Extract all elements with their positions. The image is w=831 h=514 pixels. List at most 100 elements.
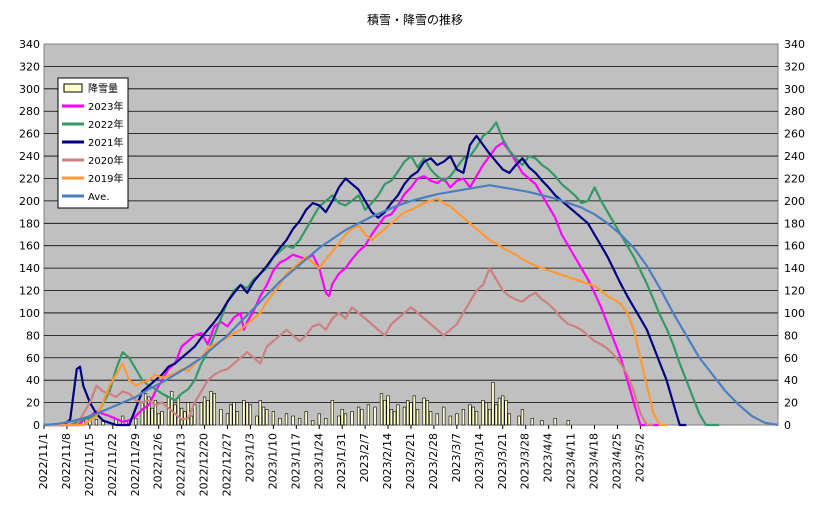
legend-label: 2022年 [88,118,123,131]
snowfall-bar [248,404,253,426]
snowfall-bar [488,409,492,426]
legend-swatch [63,83,83,93]
snowfall-bar [366,404,371,426]
snowfall-bar [271,411,275,426]
y-tick-label-right: 320 [784,60,805,73]
x-tick-label: 2022/12/20 [198,433,211,496]
x-tick-label: 2022/11/1 [37,433,50,489]
series-line [44,141,660,427]
snowfall-bar [340,409,344,426]
snowfall-bar [229,404,233,426]
x-axis: 2022/11/1 2022/11/8 2022/11/15 2022/11/22 20… [37,425,646,496]
x-tick-label: 2023/3/28 [519,433,532,489]
series-line [43,184,779,427]
snowfall-bar [409,402,413,426]
series-line [44,197,667,427]
snowfall-bar [517,415,521,426]
snowfall-bar [265,409,269,426]
snowfall-bar [232,402,236,426]
legend-label: 2021年 [88,136,123,149]
snowfall-bar [360,409,364,426]
y-tick-label-left: 140 [19,262,40,275]
y-tick-label-right: 280 [784,105,805,118]
y-tick-label-left: 180 [19,217,40,230]
snowfall-bar [170,391,174,426]
x-tick-label: 2023/1/24 [312,433,325,489]
y-tick-label-right: 100 [784,307,805,320]
y-tick-label-right: 0 [784,419,791,432]
legend: 降雪量 2023年 2022年 2021年 2020年 2019年 Ave. [57,77,129,209]
y-tick-label-right: 340 [784,38,805,51]
x-tick-label: 2022/12/13 [175,433,188,496]
x-tick-label: 2023/3/14 [473,433,486,489]
snowfall-bar [297,417,302,426]
y-tick-label-right: 20 [784,397,798,410]
series-line [44,134,687,427]
snowfall-bar [461,409,466,426]
grid-lines [44,66,778,403]
snowfall-bar [337,415,341,426]
snowfall-bar [189,415,194,426]
legend-label: 2020年 [88,154,123,167]
snowfall-bar [311,420,315,426]
snowfall-bar [150,407,154,426]
snowfall-bar [373,406,377,426]
y-tick-label-left: 240 [19,150,40,163]
y-tick-label-right: 300 [784,83,805,96]
y-tick-label-right: 160 [784,240,805,253]
x-tick-label: 2023/2/21 [404,433,417,489]
y-tick-label-left: 200 [19,195,40,208]
y-tick-label-left: 80 [26,329,40,342]
snowfall-bar [261,406,266,426]
x-tick-label: 2023/4/18 [588,433,601,489]
x-tick-label: 2023/1/10 [266,433,279,489]
snowfall-bar [343,413,348,426]
snowfall-bar [157,413,161,426]
y-axis-left: 0 20 40 60 80 100 120 140 160 180 200 220 240 260 280 3… [19,38,40,432]
snowfall-bar [134,417,138,426]
y-tick-label-right: 260 [784,128,805,141]
snowfall-bar [402,406,407,426]
snowfall-bar [406,400,410,426]
snowfall-bar [101,421,105,426]
snowfall-bar [147,396,151,426]
snowfall-bar [255,415,259,426]
x-tick-label: 2022/11/8 [60,433,73,489]
chart-title: 積雪・降雪の推移 [367,12,463,27]
x-tick-label: 2023/2/14 [381,433,394,489]
y-tick-label-right: 180 [784,217,805,230]
legend-label: 降雪量 [88,82,118,95]
snowfall-bar [209,391,213,426]
snowfall-bar [504,400,508,426]
snowfall-bar [166,396,171,426]
snowfall-bar [356,406,361,426]
y-tick-label-right: 80 [784,329,798,342]
snowfall-bar [435,413,439,426]
snowfall-bar [206,400,210,426]
y-tick-label-left: 0 [33,419,40,432]
snowfall-bar [491,382,495,426]
y-tick-label-left: 160 [19,240,40,253]
y-tick-label-left: 260 [19,128,40,141]
snowfall-bar [94,419,99,426]
y-tick-label-left: 220 [19,172,40,185]
y-tick-label-right: 200 [784,195,805,208]
y-tick-label-left: 40 [26,374,40,387]
legend-label: 2023年 [88,100,123,113]
x-tick-label: 2022/11/29 [129,433,142,496]
snowfall-bar [284,413,289,426]
snowfall-bar [412,395,416,426]
x-tick-label: 2023/4/4 [542,433,555,482]
snowfall-bar [501,395,505,426]
series-lines [43,121,779,427]
snowfall-bars [81,382,570,426]
snowfall-bar [330,400,334,426]
snowfall-bar [258,400,262,426]
legend-label: 2019年 [88,172,123,185]
snowfall-bar [317,413,321,426]
y-tick-label-left: 320 [19,60,40,73]
snowfall-bar [530,417,534,426]
snowfall-bar [202,396,207,426]
snowfall-bar [235,411,239,426]
